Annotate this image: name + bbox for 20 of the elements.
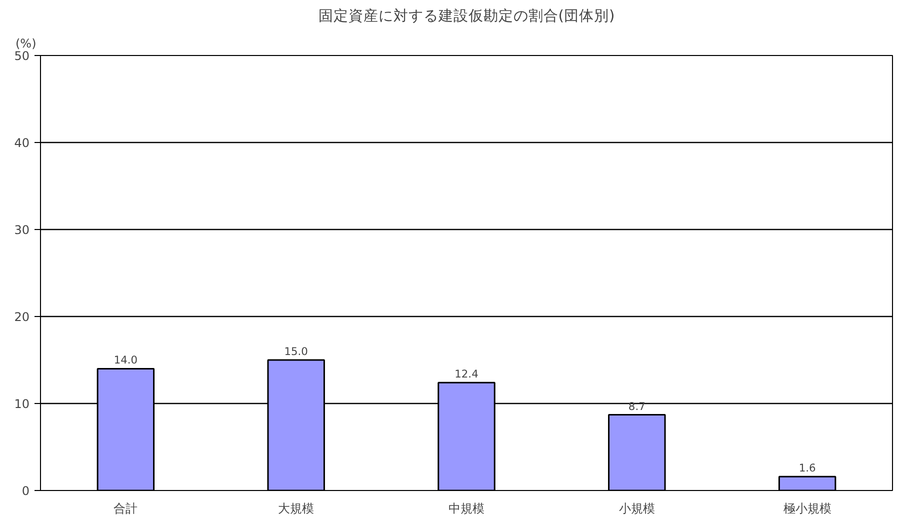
data-label: 8.7 [628, 400, 646, 413]
data-label: 15.0 [284, 345, 308, 358]
x-tick-label: 大規模 [278, 502, 314, 516]
y-tick-label: 30 [14, 223, 30, 237]
y-tick-label: 40 [14, 136, 30, 150]
y-tick-label: 10 [14, 397, 30, 411]
y-axis-title: (%) [16, 36, 36, 50]
data-label: 14.0 [114, 354, 138, 367]
y-tick-label: 50 [14, 49, 30, 63]
x-tick-label: 中規模 [448, 502, 484, 516]
data-label: 1.6 [798, 462, 816, 475]
bar [608, 414, 666, 490]
bar [778, 476, 836, 490]
data-label: 12.4 [454, 368, 479, 381]
x-tick-label: 極小規模 [783, 502, 832, 516]
x-tick-label: 合計 [114, 502, 138, 516]
chart-title: 固定資産に対する建設仮勘定の割合(団体別) [318, 8, 615, 24]
y-tick-label: 0 [22, 484, 30, 498]
y-tick-label: 20 [14, 310, 30, 324]
x-tick-label: 小規模 [618, 502, 655, 516]
